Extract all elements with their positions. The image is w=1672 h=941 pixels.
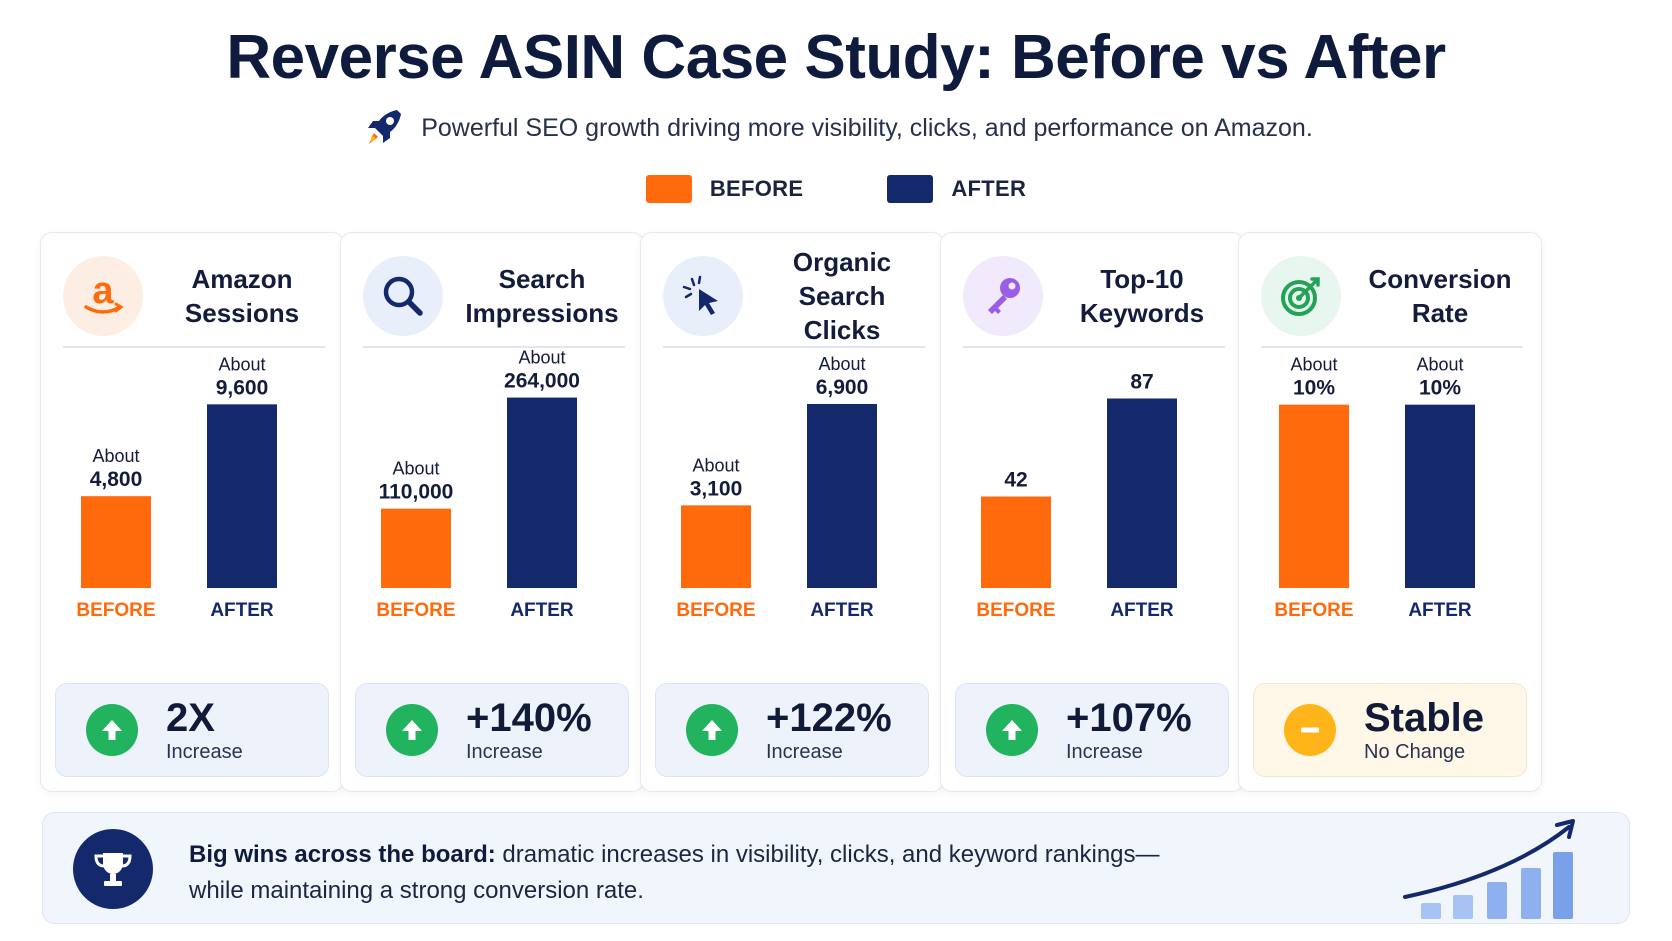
summary-banner: Big wins across the board: dramatic incr… <box>42 812 1630 924</box>
panel-organic-search-clicks: Organic Search Clicks About 3,100 BEFORE Ab… <box>640 232 944 792</box>
bar-value-label: 110,000 <box>379 481 454 504</box>
page-subtitle: Powerful SEO growth driving more visibil… <box>421 113 1313 142</box>
result-subtext: No Change <box>1364 741 1466 763</box>
subtitle-row: Powerful SEO growth driving more visibil… <box>0 104 1672 152</box>
bar-after <box>807 404 877 588</box>
summary-bold: Big wins across the board: <box>189 841 496 868</box>
bar-value-label: 42 <box>1004 469 1027 492</box>
bar-after <box>1107 398 1177 588</box>
minus-icon <box>1284 704 1336 756</box>
panel-title: Search Impressions <box>465 264 619 328</box>
arrow-up-icon <box>986 704 1038 756</box>
growth-chart-icon <box>1403 819 1575 919</box>
bar-after <box>207 404 277 588</box>
bar-value-prefix: About <box>1290 355 1337 375</box>
bar-value-prefix: About <box>392 459 439 479</box>
bar-after <box>507 397 577 588</box>
category-label: BEFORE <box>676 600 755 621</box>
result-box: 2X Increase <box>55 683 329 777</box>
result-subtext: Increase <box>766 741 843 763</box>
cursor-click-icon <box>663 256 743 336</box>
result-value: 2X <box>166 696 215 740</box>
svg-text:a: a <box>92 270 114 312</box>
legend-before: BEFORE <box>645 175 804 203</box>
arrow-up-icon <box>686 704 738 756</box>
category-label: AFTER <box>510 600 574 621</box>
panel-top-10-keywords: Top-10 Keywords 42 BEFORE 87 AFTER +107% In… <box>940 232 1244 792</box>
bar-chart: 42 BEFORE 87 AFTER <box>976 370 1177 621</box>
category-label: AFTER <box>1110 600 1174 621</box>
category-label: BEFORE <box>376 600 455 621</box>
category-label: BEFORE <box>1274 600 1353 621</box>
bar-value-label: 264,000 <box>504 370 580 393</box>
page-title: Reverse ASIN Case Study: Before vs After <box>226 23 1446 92</box>
bar-before <box>81 496 151 588</box>
amazon-logo-icon: a <box>63 256 143 336</box>
arrow-up-icon <box>386 704 438 756</box>
bar-before <box>1279 404 1349 588</box>
key-icon <box>963 256 1043 336</box>
bar-before <box>381 508 451 588</box>
target-icon <box>1261 256 1341 336</box>
bar-value-label: 10% <box>1419 377 1461 400</box>
bar-value-prefix: About <box>518 348 565 368</box>
panel-title: Conversion Rate <box>1368 264 1512 328</box>
bar-value-prefix: About <box>92 446 139 466</box>
result-subtext: Increase <box>1066 741 1143 763</box>
legend-before-swatch <box>645 175 692 203</box>
bar-value-prefix: About <box>1416 355 1463 375</box>
result-box: Stable No Change <box>1253 683 1527 777</box>
panel-title: Amazon Sessions <box>184 264 300 328</box>
legend-before-label: BEFORE <box>709 176 804 201</box>
bar-before <box>981 496 1051 588</box>
result-subtext: Increase <box>166 741 243 763</box>
category-label: BEFORE <box>976 600 1055 621</box>
arrow-up-icon <box>86 704 138 756</box>
legend-after-label: AFTER <box>951 176 1027 201</box>
result-value: +140% <box>466 696 592 740</box>
legend: BEFORE AFTER <box>0 175 1672 203</box>
category-label: AFTER <box>210 600 274 621</box>
legend-after-swatch <box>887 175 934 203</box>
bar-value-label: 9,600 <box>216 376 269 399</box>
result-value: Stable <box>1364 696 1485 740</box>
panel-amazon-sessions: a Amazon Sessions About 4,800 BEFORE About 9… <box>40 232 344 792</box>
panel-title: Top-10 Keywords <box>1079 264 1205 328</box>
bar-value-label: 3,100 <box>690 477 743 500</box>
bar-after <box>1405 404 1475 588</box>
summary-text: Big wins across the board: dramatic incr… <box>189 837 1189 909</box>
legend-after: AFTER <box>887 175 1026 203</box>
panel-search-impressions: Search Impressions About 110,000 BEFORE Abo… <box>340 232 644 792</box>
result-box: +140% Increase <box>355 683 629 777</box>
bar-value-label: 10% <box>1293 377 1335 400</box>
category-label: AFTER <box>1408 600 1472 621</box>
magnifier-icon <box>363 256 443 336</box>
result-subtext: Increase <box>466 741 543 763</box>
bar-before <box>681 505 751 588</box>
bar-value-label: 4,800 <box>90 468 143 491</box>
result-value: +107% <box>1066 696 1192 740</box>
result-box: +107% Increase <box>955 683 1229 777</box>
result-value: +122% <box>766 696 892 740</box>
bar-value-prefix: About <box>818 354 865 374</box>
panel-conversion-rate: Conversion Rate About 10% BEFORE About 10% AF… <box>1238 232 1542 792</box>
bar-value-prefix: About <box>218 354 265 374</box>
category-label: AFTER <box>810 600 874 621</box>
result-box: +122% Increase <box>655 683 929 777</box>
bar-value-label: 87 <box>1130 370 1153 393</box>
panel-title: Organic Search Clicks <box>792 247 892 345</box>
bar-value-prefix: About <box>692 455 739 475</box>
trophy-icon <box>73 829 153 909</box>
summary-body: dramatic increases in visibility, clicks… <box>189 841 1160 904</box>
bar-value-label: 6,900 <box>816 376 869 399</box>
category-label: BEFORE <box>76 600 155 621</box>
rocket-icon <box>368 110 402 144</box>
